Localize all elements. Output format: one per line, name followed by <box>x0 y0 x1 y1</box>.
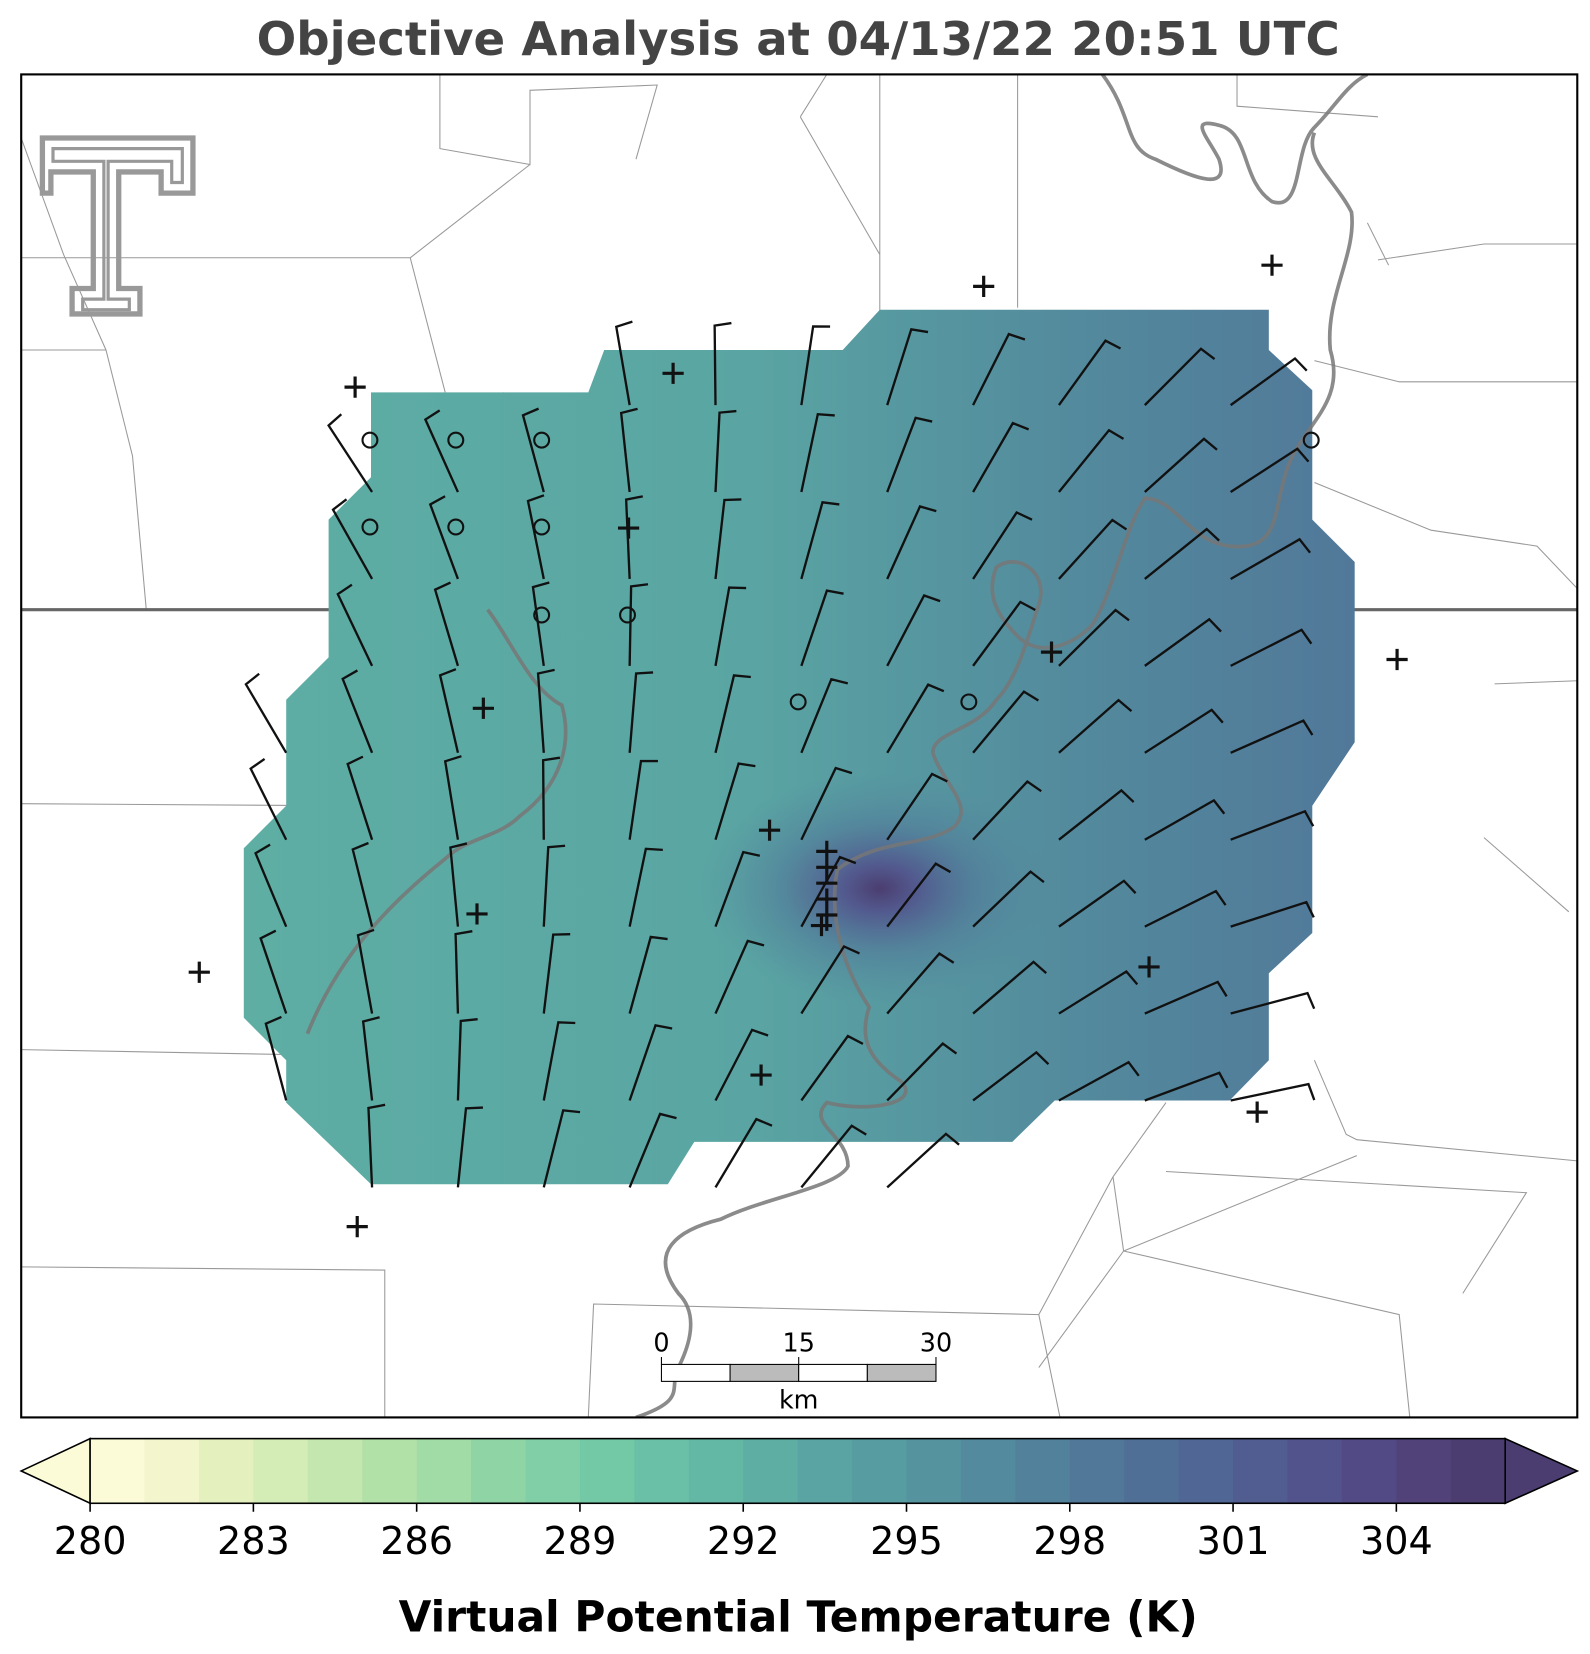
colorbar-level <box>1124 1438 1180 1504</box>
scale-segment <box>866 1363 937 1382</box>
colorbar-level <box>579 1438 635 1504</box>
colorbar-tick-label: 286 <box>380 1519 453 1563</box>
colorbar-level <box>906 1438 962 1504</box>
colorbar-tick-label: 292 <box>707 1519 780 1563</box>
map-frame <box>20 73 1579 1419</box>
colorbar-level <box>144 1438 200 1504</box>
colorbar: 280 283 286 289 292 295 298 301 304 <box>19 1437 1580 1563</box>
colorbar-tick-label: 304 <box>1360 1519 1433 1563</box>
colorbar-tick-label: 289 <box>544 1519 617 1563</box>
colorbar-level <box>634 1438 690 1504</box>
colorbar-tick-label: 295 <box>870 1519 943 1563</box>
colorbar-tick-label: 298 <box>1033 1519 1106 1563</box>
colorbar-level <box>471 1438 527 1504</box>
scale-segment <box>729 1363 800 1382</box>
colorbar-tick-label: 301 <box>1197 1519 1270 1563</box>
colorbar-label: Virtual Potential Temperature (K) <box>399 1592 1198 1641</box>
river <box>305 74 1369 1418</box>
scale-unit: km <box>779 1385 819 1415</box>
colorbar-extend-high <box>1504 1437 1580 1505</box>
colorbar-level <box>1396 1438 1452 1504</box>
colorbar-level <box>416 1438 472 1504</box>
colorbar-level <box>1178 1438 1234 1504</box>
wind-barbs <box>244 320 1316 1189</box>
colorbar-level <box>1069 1438 1125 1504</box>
scale-segment <box>660 1363 731 1382</box>
colorbar-level <box>1287 1438 1343 1504</box>
colorbar-level <box>307 1438 363 1504</box>
station-circles <box>361 431 1320 711</box>
colorbar-level <box>960 1438 1016 1504</box>
colorbar-level <box>1450 1438 1506 1504</box>
scale-bar: 0 15 30 km <box>653 1327 952 1414</box>
colorbar-extend-low <box>19 1437 91 1505</box>
colorbar-level <box>1233 1438 1289 1504</box>
colorbar-level <box>253 1438 309 1504</box>
title: Objective Analysis at 04/13/22 20:51 UTC <box>257 12 1340 66</box>
analysis-maximum <box>699 771 1060 1006</box>
scale-tick-label: 15 <box>783 1327 815 1357</box>
colorbar-level <box>852 1438 908 1504</box>
scale-segment <box>798 1363 868 1382</box>
colorbar-level <box>743 1438 799 1504</box>
colorbar-level <box>1341 1438 1397 1504</box>
colorbar-level <box>90 1438 146 1504</box>
scale-tick-label: 30 <box>920 1327 952 1357</box>
colorbar-level <box>362 1438 418 1504</box>
scale-tick-label: 0 <box>653 1327 669 1357</box>
colorbar-level <box>525 1438 581 1504</box>
station-markers <box>188 254 1408 1238</box>
wind-barb-set <box>244 320 1316 1189</box>
colorbar-level <box>688 1438 744 1504</box>
colorbar-level <box>1015 1438 1071 1504</box>
analysis-field-group <box>243 309 1355 1185</box>
colorbar-outline <box>89 1437 1506 1505</box>
colorbar-level <box>797 1438 853 1504</box>
university-logo <box>39 135 196 317</box>
colorbar-level <box>198 1438 254 1504</box>
colorbar-tick-label: 280 <box>54 1519 127 1563</box>
colorbar-tick-label: 283 <box>217 1519 290 1563</box>
analysis-field <box>243 309 1355 1185</box>
